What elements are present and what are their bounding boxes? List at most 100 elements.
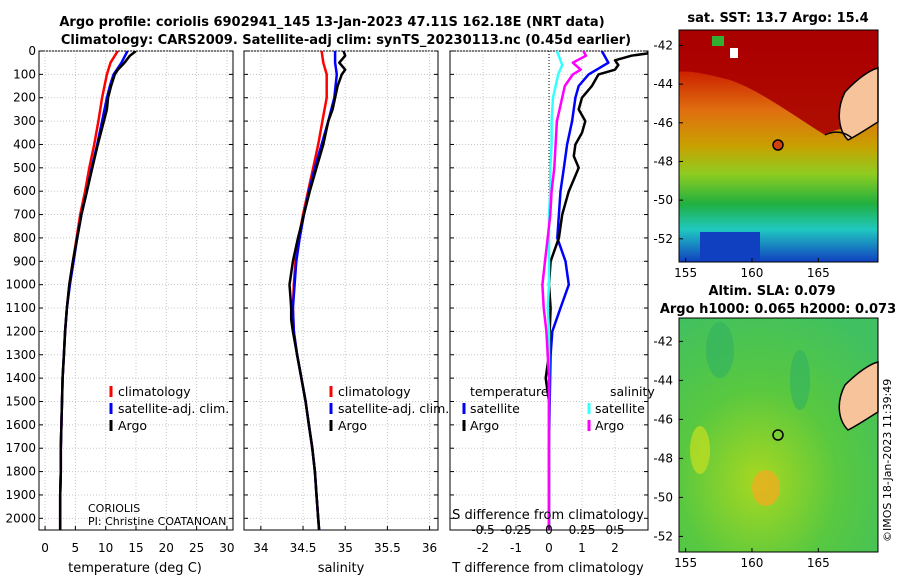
lon-tick-label: 165 (807, 266, 830, 280)
sst-warm-region (679, 30, 878, 135)
series-line-s-argo (541, 51, 588, 530)
lon-tick-label: 160 (741, 266, 764, 280)
depth-tick-label: 1800 (5, 465, 36, 479)
legend-label: satellite (595, 401, 645, 416)
lat-tick-label: -52 (653, 529, 673, 543)
depth-tick-label: 1300 (5, 348, 36, 362)
sst-map-frame (678, 29, 879, 263)
s-tick-label: 0 (545, 523, 553, 537)
x-tick-label: 34 (253, 541, 268, 555)
legend-label: Argo (595, 418, 624, 433)
figure-title-line1: Argo profile: coriolis 6902941_145 13-Ja… (59, 15, 604, 30)
new-zealand-land (838, 361, 879, 431)
lat-tick-label: -44 (653, 77, 673, 91)
x-tick-label: 5 (72, 541, 80, 555)
lon-tick-label: 155 (674, 556, 697, 570)
s-difference-xlabel: S difference from climatology (452, 508, 644, 523)
lat-tick-label: -42 (653, 38, 673, 52)
legend-title-temperature: temperature (470, 384, 549, 399)
x-tick-label: 25 (189, 541, 204, 555)
x-tick-label: 15 (128, 541, 143, 555)
depth-tick-label: 0 (28, 44, 36, 58)
sla-map-title2: Argo h1000: 0.065 h2000: 0.073 (660, 302, 896, 317)
temperature-xlabel: temperature (deg C) (68, 561, 202, 576)
sla-anomaly (790, 350, 810, 410)
x-tick-label: 34.5 (290, 541, 317, 555)
legend-label: Argo (338, 418, 367, 433)
argo-location-marker (772, 139, 784, 151)
depth-tick-label: 1400 (5, 371, 36, 385)
t-tick-label: 1 (578, 541, 586, 555)
imos-watermark: ©IMOS 18-Jan-2023 11:39:49 (881, 379, 894, 542)
depth-tick-label: 1600 (5, 418, 36, 432)
s-tick-label: 0.5 (605, 523, 624, 537)
x-tick-label: 10 (98, 541, 113, 555)
depth-tick-label: 300 (13, 114, 36, 128)
depth-tick-label: 1700 (5, 441, 36, 455)
depth-tick-label: 1900 (5, 488, 36, 502)
sla-map-frame (678, 317, 879, 553)
depth-tick-label: 200 (13, 91, 36, 105)
series-line-argo (58, 51, 137, 530)
depth-tick-label: 600 (13, 184, 36, 198)
lat-tick-label: -44 (653, 373, 673, 387)
legend-label: Argo (470, 418, 499, 433)
series-line-argo (288, 51, 347, 530)
legend-label: satellite (470, 401, 520, 416)
sst-map: sat. SST: 13.7 Argo: 15.4 -42 -44 -46 -48 -5… (653, 11, 879, 280)
sla-anomaly (690, 426, 710, 474)
salinity-panel: 34 34.5 35 35.5 36 salinity (243, 50, 439, 576)
lat-tick-label: -42 (653, 334, 673, 348)
depth-tick-label: 800 (13, 231, 36, 245)
lat-tick-label: -46 (653, 412, 673, 426)
difference-legend: temperature salinity satellite Argo sate… (462, 384, 655, 433)
x-tick-label: 20 (159, 541, 174, 555)
legend-label: satellite-adj. clim. (118, 401, 229, 416)
sla-map-title1: Altim. SLA: 0.079 (709, 284, 836, 299)
x-tick-label: 36 (422, 541, 437, 555)
sst-cloud-gap (730, 48, 738, 58)
salinity-xlabel: salinity (318, 561, 365, 576)
sst-cold-patch (700, 232, 760, 262)
t-tick-label: -2 (477, 541, 489, 555)
depth-tick-label: 500 (13, 161, 36, 175)
depth-tick-label: 1200 (5, 324, 36, 338)
t-tick-label: -1 (510, 541, 522, 555)
s-tick-label: 0.25 (569, 523, 596, 537)
s-tick-label: -0.5 (471, 523, 494, 537)
sla-anomaly (706, 322, 734, 378)
lat-tick-label: -48 (653, 154, 673, 168)
depth-tick-label: 1100 (5, 301, 36, 315)
coastline (824, 131, 853, 139)
legend-title-salinity: salinity (610, 384, 655, 399)
t-difference-xlabel: T difference from climatology (451, 561, 644, 576)
temperature-panel: 0 5 10 15 20 25 30 temperature (deg C) (38, 50, 235, 576)
credits-line1: CORIOLIS (88, 502, 140, 515)
legend-label: climatology (338, 384, 411, 399)
lat-tick-label: -50 (653, 490, 673, 504)
new-zealand-land (838, 67, 879, 141)
lat-tick-label: -52 (653, 232, 673, 246)
lon-tick-label: 160 (741, 556, 764, 570)
sst-patch (712, 36, 724, 46)
lat-tick-label: -50 (653, 193, 673, 207)
depth-tick-label: 700 (13, 208, 36, 222)
sst-map-title: sat. SST: 13.7 Argo: 15.4 (687, 11, 868, 26)
legend-label: Argo (118, 418, 147, 433)
depth-tick-label: 900 (13, 254, 36, 268)
depth-tick-label: 1500 (5, 394, 36, 408)
temperature-legend: climatology satellite-adj. clim. Argo (109, 384, 229, 433)
x-tick-label: 35 (338, 541, 353, 555)
depth-tick-label: 100 (13, 67, 36, 81)
lat-tick-label: -46 (653, 116, 673, 130)
legend-label: satellite-adj. clim. (338, 401, 449, 416)
salinity-legend: climatology satellite-adj. clim. Argo (329, 384, 449, 433)
difference-panel: -2 -1 0 1 2 -0.5 -0.25 0 0.25 0.5 T difference fr… (449, 50, 649, 576)
salinity-plot-frame (243, 50, 439, 531)
s-tick-label: -0.25 (500, 523, 531, 537)
figure-title-line2: Climatology: CARS2009. Satellite-adj cli… (61, 33, 631, 48)
x-tick-label: 35.5 (374, 541, 401, 555)
lon-tick-label: 155 (674, 266, 697, 280)
t-tick-label: 0 (545, 541, 553, 555)
